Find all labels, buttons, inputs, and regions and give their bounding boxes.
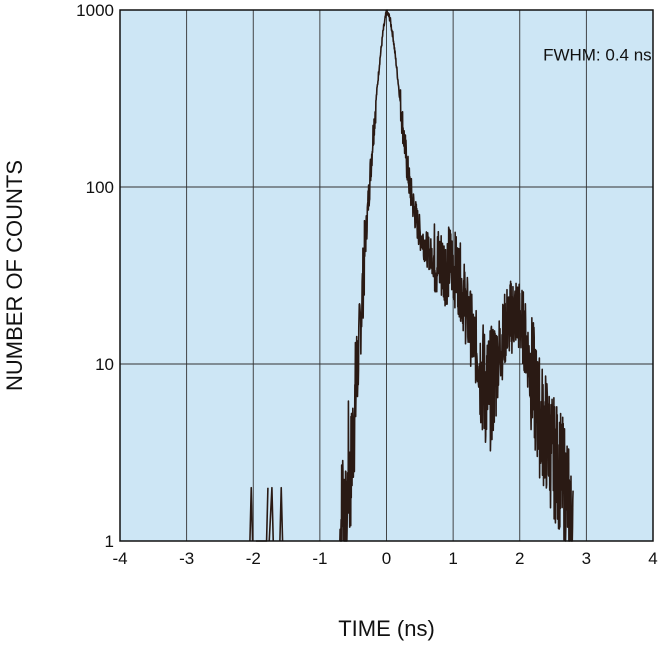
y-axis-title: NUMBER OF COUNTS — [2, 160, 27, 391]
x-tick-label: -1 — [312, 549, 327, 568]
x-tick-label: -3 — [179, 549, 194, 568]
x-tick-label: 1 — [448, 549, 457, 568]
y-tick-label: 1 — [105, 532, 114, 551]
x-tick-label: 3 — [582, 549, 591, 568]
y-tick-label: 100 — [86, 178, 114, 197]
x-tick-label: -4 — [112, 549, 127, 568]
x-tick-label: -2 — [246, 549, 261, 568]
grid-lines — [120, 10, 653, 541]
tick-labels: -4 -3 -2 -1 0 1 2 3 4 1 10 100 1000 — [76, 1, 658, 568]
x-axis-title: TIME (ns) — [338, 616, 435, 641]
y-tick-label: 1000 — [76, 1, 114, 20]
y-tick-label: 10 — [95, 355, 114, 374]
x-tick-label: 0 — [382, 549, 391, 568]
fwhm-annotation: FWHM: 0.4 ns — [543, 45, 652, 64]
x-tick-label: 4 — [648, 549, 657, 568]
plot-frame — [119, 9, 654, 542]
x-tick-label: 2 — [515, 549, 524, 568]
